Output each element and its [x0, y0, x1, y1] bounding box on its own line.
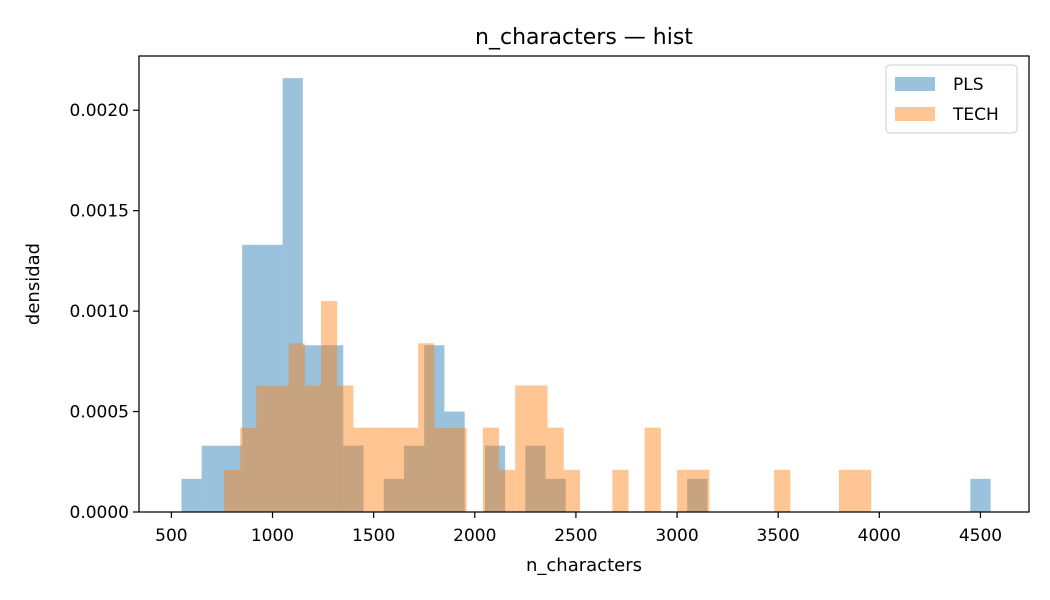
- y-axis-ticks: 0.0000 0.0005 0.0010 0.0015 0.0020: [70, 101, 139, 523]
- pls-bar-12: [545, 478, 566, 512]
- pls-bar-3: [282, 78, 303, 512]
- tech-bar-3: [288, 343, 305, 512]
- tech-bar-8: [369, 427, 419, 512]
- bars-layer: [181, 78, 991, 512]
- pls-bar-4: [302, 345, 344, 512]
- x-tick-label: 1000: [251, 526, 294, 546]
- y-tick-label: 0.0015: [70, 202, 129, 222]
- pls-bar-8: [424, 345, 445, 512]
- tech-bar-6: [337, 385, 354, 512]
- pls-legend-label: PLS: [953, 75, 984, 95]
- tech-bar-2: [256, 385, 289, 512]
- tech-legend-swatch: [895, 107, 935, 121]
- pls-bar-14: [970, 478, 991, 512]
- tech-bar-11: [482, 427, 500, 512]
- tech-bar-4: [304, 385, 322, 512]
- tech-bar-1: [240, 427, 257, 512]
- y-tick-label: 0.0020: [70, 101, 129, 121]
- axes-frame: [138, 55, 1030, 513]
- x-tick-label: 3000: [655, 526, 698, 546]
- tech-bar-14: [547, 427, 564, 512]
- tech-bar-7: [353, 427, 370, 512]
- pls-bar-0: [181, 478, 202, 512]
- y-tick-label: 0.0010: [70, 302, 129, 322]
- x-tick-label: 500: [155, 526, 187, 546]
- legend: PLS TECH: [885, 64, 1018, 134]
- x-tick-label: 2500: [554, 526, 597, 546]
- pls-bar-6: [383, 478, 404, 512]
- tech-bar-12: [499, 469, 516, 512]
- pls-bar-1: [201, 445, 243, 512]
- tech-bar-15: [563, 469, 580, 512]
- y-tick-label: 0.0005: [70, 403, 129, 423]
- tech-bar-9: [418, 343, 435, 512]
- tech-bar-20: [838, 469, 872, 512]
- legend-box: [885, 64, 1018, 134]
- pls-bar-13: [687, 478, 708, 512]
- pls-bar-2: [242, 244, 283, 512]
- tech-bar-5: [321, 301, 338, 512]
- x-axis-ticks: 500 1000 1500 2000 2500 3000 3500 4000 4500: [155, 512, 1002, 546]
- chart-title: n_characters — hist: [475, 25, 693, 50]
- x-tick-label: 4000: [858, 526, 901, 546]
- tech-legend-label: TECH: [952, 105, 999, 125]
- x-tick-label: 2000: [453, 526, 496, 546]
- tech-bar-10: [434, 427, 467, 512]
- tech-bar-0: [223, 469, 241, 512]
- x-tick-label: 4500: [959, 526, 1002, 546]
- x-tick-label: 1500: [352, 526, 395, 546]
- pls-bar-10: [484, 445, 506, 512]
- tech-bar-18: [677, 469, 710, 512]
- pls-bar-7: [403, 445, 425, 512]
- x-tick-label: 3500: [757, 526, 800, 546]
- y-tick-label: 0.0000: [70, 503, 129, 523]
- pls-bar-11: [525, 445, 546, 512]
- y-axis-label: densidad: [23, 243, 44, 325]
- pls-bar-9: [444, 411, 465, 512]
- pls-legend-swatch: [895, 77, 935, 91]
- pls-bar-5: [343, 445, 364, 512]
- tech-bar-16: [612, 469, 629, 512]
- tech-bar-17: [644, 427, 661, 512]
- x-axis-label: n_characters: [526, 555, 642, 576]
- tech-bar-19: [774, 469, 791, 512]
- tech-bar-13: [515, 385, 548, 512]
